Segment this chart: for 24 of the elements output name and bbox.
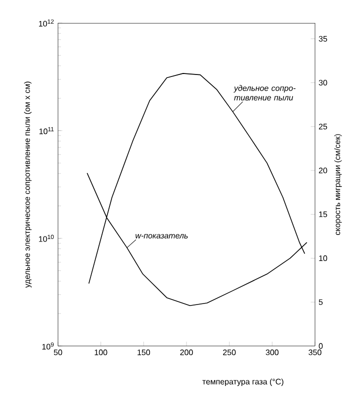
y-tick-label: 10$^{11}$: [39, 127, 54, 134]
y2-tick-label: 0: [318, 343, 323, 349]
y2-tick-label: 5: [318, 299, 323, 305]
y-tick-label: 10$^{10}$: [39, 234, 54, 242]
y2-tick-label: 15: [319, 212, 328, 218]
y2-tick-label: 10: [319, 255, 328, 262]
y2-tick-label: 30: [318, 80, 328, 86]
x-tick-label: 250: [223, 350, 236, 356]
series-label: удельное сопро-тивление пыли: [234, 85, 296, 100]
y-tick-label: 10$^{12}$: [39, 19, 54, 27]
x-tick-label: 50: [54, 350, 62, 356]
series-label: w-показатель: [136, 234, 188, 238]
x-axis-title: температура газа (°C): [202, 378, 284, 386]
y-tick-label: 10$^{9}$: [42, 342, 54, 350]
y2-tick-label: 35: [318, 36, 328, 42]
x-tick-label: 350: [308, 350, 322, 356]
x-tick-label: 150: [138, 350, 150, 356]
y2-tick-label: 20: [318, 168, 328, 174]
y2-axis-title: скорость миграции (см/сек): [334, 134, 342, 235]
x-tick-label: 100: [94, 350, 108, 356]
x-tick-label: 200: [180, 350, 193, 356]
x-tick-label: 300: [266, 350, 279, 356]
y-axis-title: удельное электрическое сопротивление пыли (ом х см): [24, 82, 32, 288]
y2-tick-label: 25: [318, 124, 328, 130]
